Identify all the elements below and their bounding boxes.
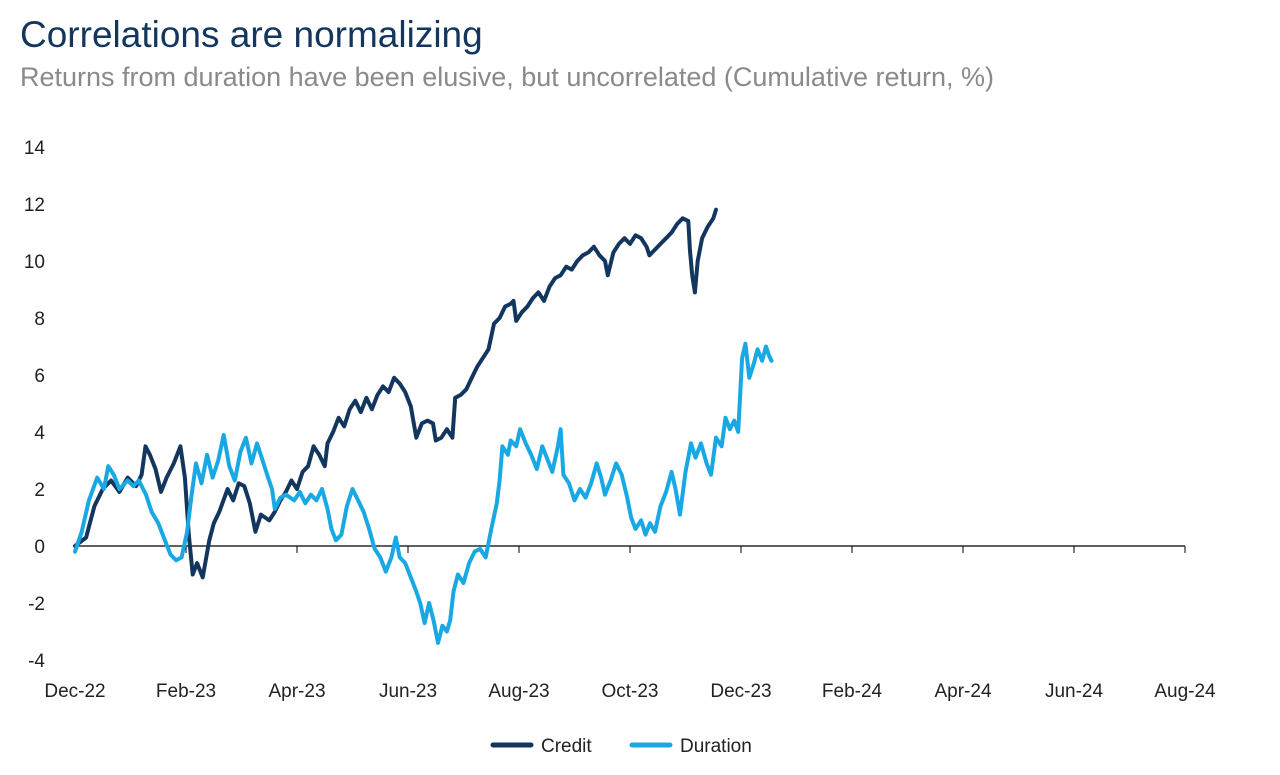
y-tick-label: 12 [24, 195, 45, 216]
x-tick-label: Dec-22 [44, 681, 105, 702]
x-tick-label: Feb-23 [156, 681, 216, 702]
y-tick-label: -4 [28, 651, 45, 672]
x-tick-label: Feb-24 [822, 681, 883, 702]
x-tick-label: Apr-24 [934, 681, 991, 702]
chart-subtitle: Returns from duration have been elusive,… [20, 62, 994, 92]
y-tick-label: 14 [24, 138, 46, 159]
x-axis-ticks: Dec-22 Feb-23 Apr-23 Jun-23 Aug-23 Oct-23 Dec-… [44, 546, 1216, 702]
x-tick-label: Aug-23 [488, 681, 549, 702]
series-layer [73, 207, 774, 645]
x-tick-label: Dec-23 [710, 681, 771, 702]
chart-title: Correlations are normalizing [20, 14, 483, 55]
x-tick-label: Jun-23 [379, 681, 437, 702]
series-line-duration [73, 341, 774, 645]
y-tick-label: -2 [28, 594, 45, 615]
x-tick-label: Aug-24 [1154, 681, 1216, 702]
y-axis: 14 12 10 8 6 4 2 0 -2 -4 [24, 138, 46, 672]
x-tick-label: Oct-23 [601, 681, 658, 702]
y-tick-label: 4 [34, 423, 45, 444]
y-tick-label: 6 [34, 366, 45, 387]
legend-label-credit: Credit [541, 736, 592, 757]
y-tick-label: 10 [24, 252, 45, 273]
legend: Credit Duration [490, 736, 752, 757]
series-line-credit [73, 207, 718, 580]
x-tick-label: Apr-23 [268, 681, 325, 702]
y-tick-label: 8 [34, 309, 45, 330]
y-tick-label: 2 [34, 480, 45, 501]
x-tick-label: Jun-24 [1045, 681, 1104, 702]
legend-label-duration: Duration [680, 736, 752, 757]
y-tick-label: 0 [34, 537, 45, 558]
